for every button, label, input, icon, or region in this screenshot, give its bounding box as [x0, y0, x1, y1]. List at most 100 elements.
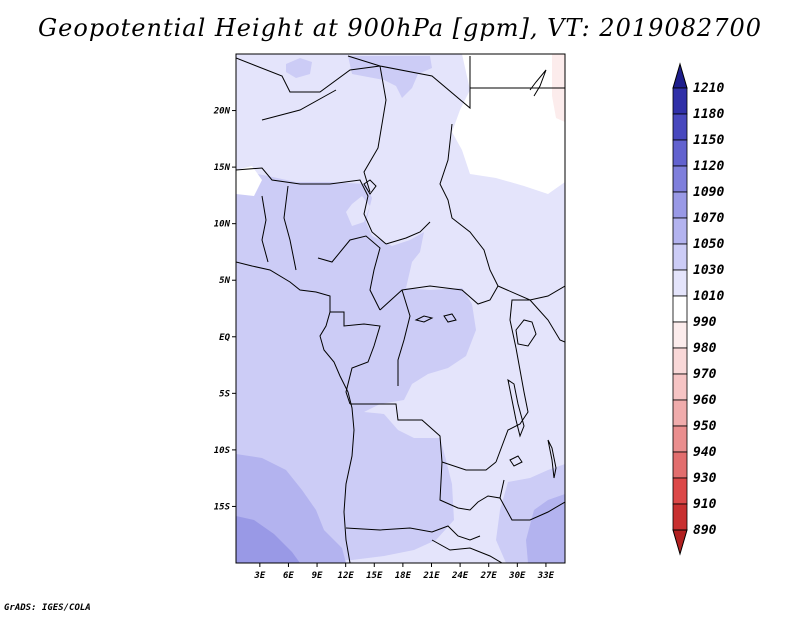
colorbar-segment: [672, 321, 688, 349]
border-congo-west: [330, 311, 381, 405]
colorbar-segment: [672, 113, 688, 141]
border-sahara-2: [261, 89, 337, 121]
height-field: [236, 54, 565, 563]
x-tick-label: 21E: [422, 571, 440, 581]
lake-malawi: [547, 439, 557, 479]
border-sahara-1: [236, 57, 381, 93]
colorbar-label: 1010: [693, 289, 724, 304]
lake-tanganyika: [507, 378, 525, 438]
y-tick-label: 10N: [214, 220, 231, 230]
border-sahel-west: [236, 167, 387, 245]
colorbar-segment: [672, 217, 688, 245]
colorbar-label: 930: [693, 471, 717, 486]
y-axis: 20N 15N 10N 5N EQ 5S 10S 15S: [213, 107, 236, 512]
field-1050-north: [286, 58, 312, 78]
colorbar-label: 1180: [693, 107, 724, 122]
colorbar-label: 970: [693, 367, 717, 382]
field-1010-northeast: [452, 54, 565, 194]
border-zambia: [439, 461, 505, 511]
border-niger-nigeria: [385, 221, 431, 245]
lake-congo-1: [414, 315, 434, 323]
coastline-west: [236, 261, 355, 563]
colorbar-segment: [672, 477, 688, 505]
colorbar-segment: [672, 373, 688, 401]
colorbar-label: 1210: [693, 81, 724, 96]
colorbar-label: 1070: [693, 211, 724, 226]
border-drc-angola: [350, 403, 497, 471]
colorbar-segment: [672, 503, 688, 531]
border-west-africa-1: [261, 195, 269, 263]
x-tick-label: 18E: [395, 571, 412, 581]
x-tick-label: 33E: [537, 571, 555, 581]
border-angola-south: [345, 525, 481, 541]
field-1010-west: [236, 166, 262, 196]
x-tick-label: 3E: [253, 571, 265, 581]
border-sahara-3: [363, 65, 387, 193]
colorbar-segment: [672, 165, 688, 193]
lake-chad: [363, 179, 377, 195]
colorbar-segment: [672, 243, 688, 271]
colorbar-label: 940: [693, 445, 717, 460]
colorbar-label: 1090: [693, 185, 724, 200]
colorbar-label: 990: [693, 315, 717, 330]
border-mozambique: [499, 497, 565, 521]
colorbar-label: 910: [693, 497, 717, 512]
x-axis: 3E 6E 9E 12E 15E 18E 21E 24E 27E 30E 33E: [253, 563, 555, 581]
colorbar-segment: [672, 347, 688, 375]
x-tick-label: 24E: [451, 571, 469, 581]
field-1090-corner: [236, 516, 300, 563]
border-chad-sudan: [439, 123, 499, 287]
y-tick-label: 5S: [219, 389, 230, 399]
colorbar-label: 960: [693, 393, 717, 408]
border-sudan-south: [497, 285, 565, 301]
colorbar-label: 950: [693, 419, 717, 434]
chart-title: Geopotential Height at 900hPa [gpm], VT:…: [38, 14, 762, 42]
plot-frame: [235, 53, 566, 564]
x-tick-label: 9E: [312, 571, 323, 581]
colorbar-segment: [672, 425, 688, 453]
colorbar-label: 1030: [693, 263, 724, 278]
border-west-africa-2: [283, 185, 297, 271]
colorbar-segment: [672, 191, 688, 219]
y-tick-label: 10S: [214, 446, 231, 456]
lake-kariba: [509, 455, 523, 467]
x-tick-label: 27E: [480, 571, 498, 581]
colorbar-segment: [672, 87, 688, 115]
y-tick-label: 15S: [214, 502, 231, 512]
x-tick-label: 12E: [338, 571, 355, 581]
border-nigeria-cameroon: [317, 235, 381, 311]
colorbar-segment: [672, 451, 688, 479]
border-east-lakes: [509, 299, 530, 349]
lake-congo-2: [443, 313, 457, 323]
border-congo-river: [397, 289, 411, 386]
y-tick-label: 5N: [219, 276, 230, 286]
colorbar-label: 1150: [693, 133, 724, 148]
field-1030-gap: [346, 196, 370, 226]
x-tick-label: 6E: [283, 571, 294, 581]
grads-credit: GrADS: IGES/COLA: [4, 603, 91, 613]
colorbar-label: 890: [693, 523, 717, 538]
colorbar-label: 1120: [693, 159, 724, 174]
colorbar-label: 1050: [693, 237, 724, 252]
field-1050-north2: [348, 56, 432, 98]
colorbar-min-triangle: [672, 529, 688, 556]
field-1070-southeast: [526, 494, 565, 563]
border-east-africa: [529, 299, 565, 343]
border-sahara-4: [347, 55, 471, 110]
x-tick-label: 30E: [508, 571, 526, 581]
colorbar-max-triangle: [672, 62, 688, 89]
colorbar-segment: [672, 295, 688, 323]
colorbar: 1210 1180 1150 1120 1090 1070 1050 1030 1010 990 9…: [672, 62, 724, 556]
colorbar-segment: [672, 269, 688, 297]
y-tick-label: 15N: [214, 163, 231, 173]
country-borders: [236, 55, 565, 563]
lake-victoria: [515, 319, 537, 347]
colorbar-segment: [672, 139, 688, 167]
border-zambia-east: [495, 347, 529, 463]
x-tick-label: 15E: [366, 571, 383, 581]
y-tick-label: EQ: [219, 333, 230, 343]
border-southern: [431, 539, 503, 563]
coast-red-sea: [529, 69, 547, 97]
colorbar-segment: [672, 399, 688, 427]
